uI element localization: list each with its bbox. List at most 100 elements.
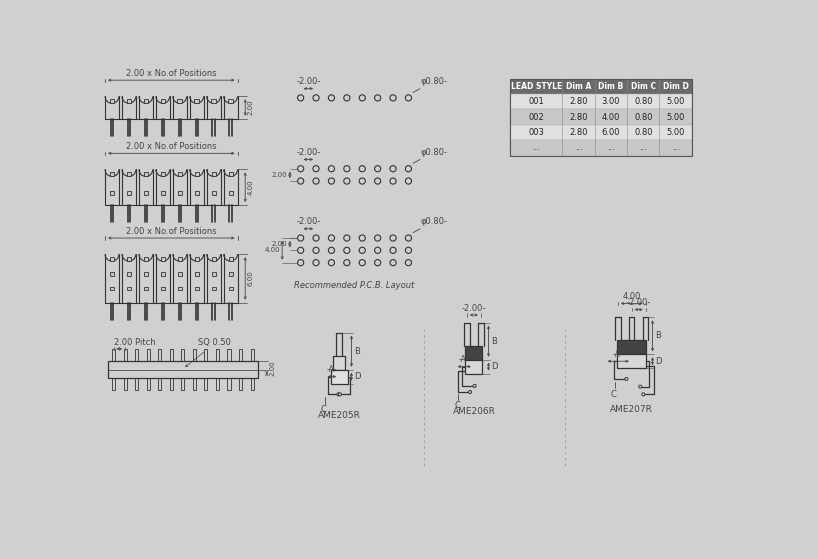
Bar bbox=[124, 378, 127, 391]
Text: ...: ... bbox=[533, 144, 540, 153]
Bar bbox=[178, 172, 182, 176]
Text: D: D bbox=[655, 357, 661, 366]
Bar bbox=[112, 378, 115, 391]
Text: B: B bbox=[353, 347, 360, 356]
Text: SQ 0.50: SQ 0.50 bbox=[198, 338, 231, 347]
Bar bbox=[227, 349, 231, 361]
Text: φ0.80-: φ0.80- bbox=[420, 77, 447, 86]
Text: 002: 002 bbox=[528, 112, 544, 122]
Text: 0.80: 0.80 bbox=[634, 112, 653, 122]
Circle shape bbox=[469, 391, 472, 394]
Circle shape bbox=[390, 259, 396, 266]
Text: 6.00: 6.00 bbox=[248, 271, 254, 286]
Bar bbox=[193, 349, 196, 361]
Circle shape bbox=[642, 393, 645, 396]
Bar bbox=[160, 98, 165, 103]
Circle shape bbox=[375, 95, 380, 101]
Bar bbox=[127, 98, 131, 103]
Bar bbox=[178, 191, 182, 195]
Bar bbox=[195, 191, 199, 195]
Text: 2.00: 2.00 bbox=[248, 100, 254, 115]
Circle shape bbox=[328, 178, 335, 184]
Circle shape bbox=[344, 95, 350, 101]
Circle shape bbox=[406, 95, 411, 101]
Bar bbox=[250, 349, 254, 361]
Text: ...: ... bbox=[672, 144, 680, 153]
Text: 4.00: 4.00 bbox=[602, 112, 620, 122]
Bar bbox=[465, 359, 483, 373]
Bar bbox=[229, 172, 232, 176]
Circle shape bbox=[313, 235, 319, 241]
Bar bbox=[161, 257, 164, 261]
Circle shape bbox=[375, 178, 380, 184]
Bar bbox=[127, 172, 131, 176]
Text: 2.00 x No.of Positions: 2.00 x No.of Positions bbox=[126, 69, 217, 78]
Text: 6.00: 6.00 bbox=[602, 128, 620, 137]
Bar bbox=[193, 378, 196, 391]
Circle shape bbox=[328, 165, 335, 172]
Bar bbox=[161, 287, 164, 290]
Text: ...: ... bbox=[640, 144, 647, 153]
Bar bbox=[178, 257, 182, 261]
Text: B: B bbox=[491, 337, 497, 345]
Bar bbox=[204, 378, 208, 391]
Text: 2.00 Pitch: 2.00 Pitch bbox=[114, 338, 155, 347]
Circle shape bbox=[375, 247, 380, 253]
Text: -A-: -A- bbox=[459, 356, 470, 364]
Bar bbox=[195, 172, 199, 176]
Text: -2.00-: -2.00- bbox=[627, 299, 651, 307]
Bar bbox=[146, 378, 150, 391]
Bar bbox=[211, 98, 216, 103]
Bar bbox=[144, 172, 148, 176]
Text: 0.80: 0.80 bbox=[634, 128, 653, 137]
Text: 2.00: 2.00 bbox=[272, 172, 288, 178]
Bar bbox=[158, 378, 161, 391]
Text: LEAD STYLE: LEAD STYLE bbox=[510, 82, 562, 91]
Circle shape bbox=[298, 259, 303, 266]
Bar bbox=[239, 349, 242, 361]
Circle shape bbox=[390, 165, 396, 172]
Text: ...: ... bbox=[607, 144, 615, 153]
Circle shape bbox=[375, 165, 380, 172]
Text: Dim A: Dim A bbox=[566, 82, 591, 91]
Bar bbox=[144, 272, 148, 276]
Bar bbox=[195, 98, 199, 103]
Circle shape bbox=[313, 259, 319, 266]
Text: 5.00: 5.00 bbox=[667, 128, 685, 137]
Circle shape bbox=[298, 178, 303, 184]
Text: 2.00: 2.00 bbox=[272, 241, 288, 247]
Circle shape bbox=[390, 95, 396, 101]
Text: -2.00-: -2.00- bbox=[296, 217, 321, 226]
Bar bbox=[144, 98, 148, 103]
Bar bbox=[182, 349, 184, 361]
Bar bbox=[229, 287, 232, 290]
Bar bbox=[465, 346, 483, 359]
Bar bbox=[216, 378, 219, 391]
Text: 4.00: 4.00 bbox=[264, 247, 280, 253]
Text: φ0.80-: φ0.80- bbox=[420, 148, 447, 157]
Bar bbox=[195, 287, 199, 290]
Bar bbox=[212, 287, 216, 290]
Text: D: D bbox=[353, 372, 360, 381]
Bar bbox=[161, 191, 164, 195]
Bar bbox=[178, 98, 182, 103]
Bar bbox=[144, 287, 148, 290]
Circle shape bbox=[298, 247, 303, 253]
Circle shape bbox=[344, 247, 350, 253]
Circle shape bbox=[313, 178, 319, 184]
Circle shape bbox=[406, 235, 411, 241]
Bar bbox=[127, 191, 131, 195]
Bar bbox=[228, 98, 233, 103]
Circle shape bbox=[375, 259, 380, 266]
Circle shape bbox=[359, 95, 366, 101]
Bar bbox=[110, 287, 114, 290]
Circle shape bbox=[639, 385, 642, 388]
Bar bbox=[144, 257, 148, 261]
Circle shape bbox=[337, 393, 340, 396]
Bar bbox=[212, 191, 216, 195]
Bar bbox=[510, 140, 692, 155]
Circle shape bbox=[406, 247, 411, 253]
Text: -2.00-: -2.00- bbox=[296, 148, 321, 157]
Circle shape bbox=[359, 178, 366, 184]
Bar bbox=[239, 378, 242, 391]
